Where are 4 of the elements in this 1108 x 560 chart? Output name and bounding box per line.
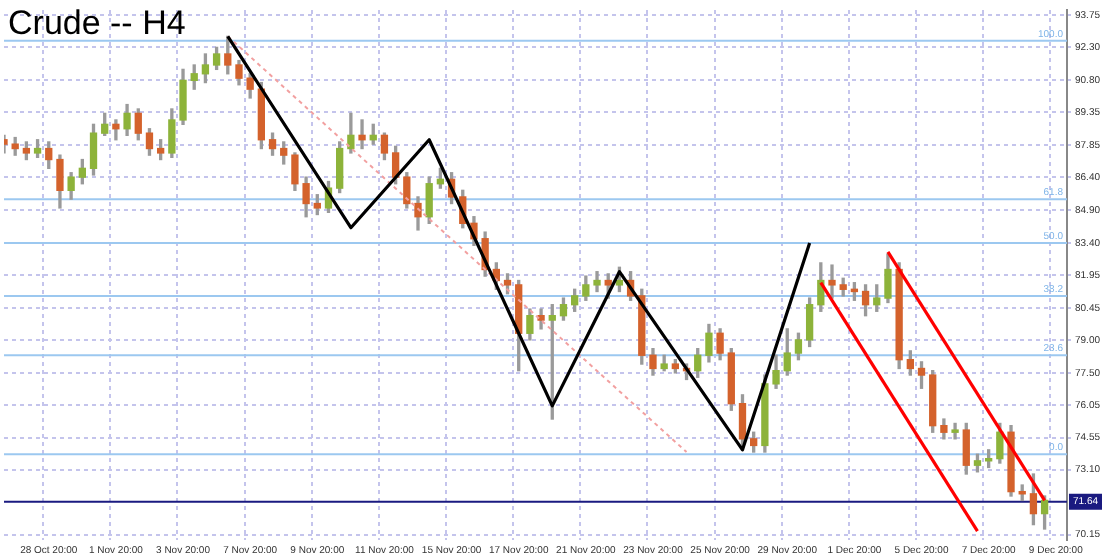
- candlestick: [828, 264, 836, 299]
- chart-title: Crude -- H4: [8, 4, 186, 44]
- candlestick: [112, 119, 120, 141]
- candlestick: [358, 119, 366, 150]
